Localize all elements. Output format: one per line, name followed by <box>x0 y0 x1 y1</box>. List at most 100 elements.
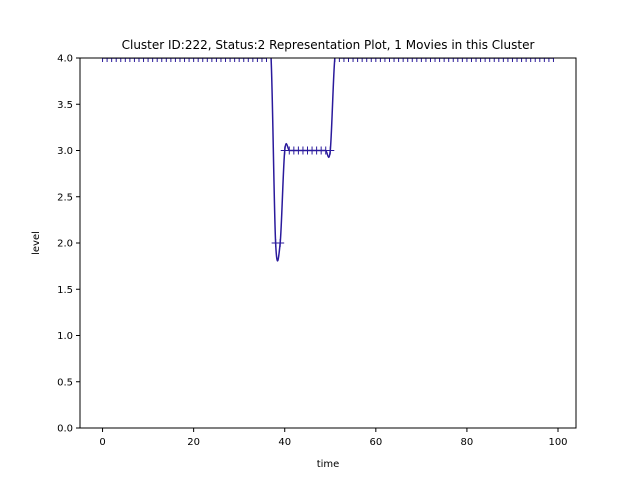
data-point-marker <box>339 58 348 62</box>
data-point-marker <box>535 58 544 62</box>
data-point-marker <box>175 58 184 62</box>
data-point-marker <box>526 58 535 62</box>
plot-frame <box>79 57 577 429</box>
data-point-marker <box>353 58 362 62</box>
y-tick-label: 0.5 <box>57 377 73 388</box>
y-tick-label: 3.0 <box>57 146 73 157</box>
data-point-marker <box>549 58 558 62</box>
data-point-marker <box>230 58 239 62</box>
x-tick-label: 40 <box>278 437 291 448</box>
data-point-marker <box>194 58 203 62</box>
data-point-marker <box>531 58 540 62</box>
data-point-marker <box>503 58 512 62</box>
data-point-marker <box>148 58 157 62</box>
data-point-marker <box>121 58 130 62</box>
data-point-marker <box>517 58 526 62</box>
data-point-marker <box>171 58 180 62</box>
data-point-marker <box>326 146 335 155</box>
data-point-marker <box>207 58 216 62</box>
data-point-marker <box>125 58 134 62</box>
y-tick-label: 4.0 <box>57 54 73 65</box>
data-point-marker <box>408 58 417 62</box>
x-tick-label: 0 <box>99 437 105 448</box>
x-tick-label: 80 <box>461 437 474 448</box>
data-point-marker <box>417 58 426 62</box>
data-point-marker <box>330 58 339 62</box>
data-point-marker <box>449 58 458 62</box>
x-tick-label: 20 <box>187 437 200 448</box>
data-point-marker <box>376 58 385 62</box>
data-point-marker <box>371 58 380 62</box>
series-line <box>102 58 554 262</box>
data-point-marker <box>349 58 358 62</box>
data-point-marker <box>485 58 494 62</box>
data-point-marker <box>540 58 549 62</box>
data-point-marker <box>107 58 116 62</box>
data-point-marker <box>467 58 476 62</box>
data-point-marker <box>103 58 112 62</box>
data-point-marker <box>426 58 435 62</box>
y-tick-label: 2.0 <box>57 239 73 250</box>
data-point-marker <box>239 58 248 62</box>
y-tick-label: 3.5 <box>57 100 73 111</box>
data-point-marker <box>116 58 125 62</box>
data-point-marker <box>198 58 207 62</box>
data-point-marker <box>499 58 508 62</box>
data-point-marker <box>472 58 481 62</box>
y-tick-label: 2.5 <box>57 192 73 203</box>
data-point-marker <box>162 58 171 62</box>
data-point-marker <box>235 58 244 62</box>
data-point-marker <box>494 58 503 62</box>
y-axis-label: level <box>31 231 42 255</box>
data-point-marker <box>226 58 235 62</box>
data-point-marker <box>431 58 440 62</box>
data-point-marker <box>476 58 485 62</box>
data-point-marker <box>185 58 194 62</box>
data-point-marker <box>335 58 344 62</box>
data-point-marker <box>490 58 499 62</box>
x-tick-label: 60 <box>369 437 382 448</box>
data-point-marker <box>134 58 143 62</box>
data-point-marker <box>403 58 412 62</box>
chart-title: Cluster ID:222, Status:2 Representation … <box>122 38 535 52</box>
data-point-marker <box>253 58 262 62</box>
data-point-marker <box>385 58 394 62</box>
data-point-marker <box>399 58 408 62</box>
data-point-marker <box>248 58 257 62</box>
x-axis-label: time <box>317 459 340 470</box>
data-point-marker <box>458 58 467 62</box>
data-point-marker <box>267 58 276 62</box>
data-point-marker <box>481 58 490 62</box>
data-point-marker <box>444 58 453 62</box>
y-tick-label: 0.0 <box>57 424 73 435</box>
data-point-marker <box>440 58 449 62</box>
data-point-marker <box>344 58 353 62</box>
data-point-marker <box>166 58 175 62</box>
data-point-marker <box>508 58 517 62</box>
y-tick-label: 1.0 <box>57 331 73 342</box>
x-tick-label: 100 <box>548 437 567 448</box>
data-point-marker <box>412 58 421 62</box>
data-point-marker <box>139 58 148 62</box>
data-point-marker <box>144 58 153 62</box>
data-point-marker <box>157 58 166 62</box>
data-point-marker <box>544 58 553 62</box>
data-point-marker <box>513 58 522 62</box>
data-point-marker <box>257 58 266 62</box>
data-point-marker <box>262 58 271 62</box>
data-point-marker <box>221 58 230 62</box>
data-point-marker <box>358 58 367 62</box>
data-point-marker <box>153 58 162 62</box>
data-point-marker <box>394 58 403 62</box>
data-point-marker <box>98 58 107 62</box>
data-point-marker <box>367 58 376 62</box>
data-point-marker <box>380 58 389 62</box>
data-point-marker <box>189 58 198 62</box>
data-point-marker <box>453 58 462 62</box>
data-point-marker <box>212 58 221 62</box>
data-point-marker <box>362 58 371 62</box>
data-point-marker <box>276 239 285 247</box>
data-point-marker <box>462 58 471 62</box>
data-point-marker <box>112 58 121 62</box>
